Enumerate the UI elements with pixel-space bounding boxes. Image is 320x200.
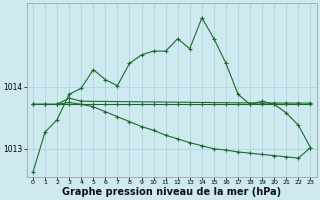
- X-axis label: Graphe pression niveau de la mer (hPa): Graphe pression niveau de la mer (hPa): [62, 187, 281, 197]
